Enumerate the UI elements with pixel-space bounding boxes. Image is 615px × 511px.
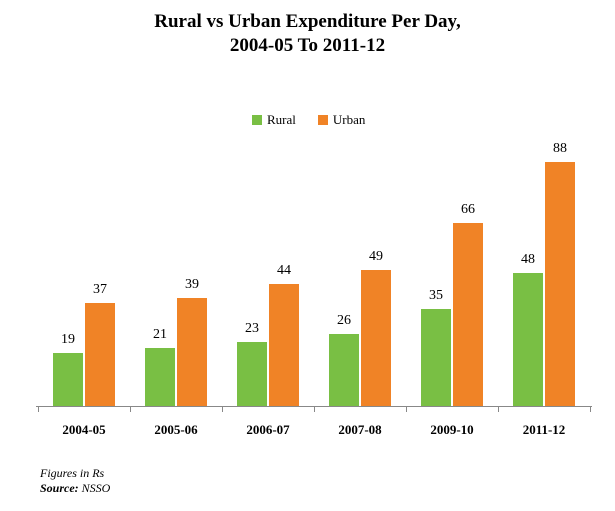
bar-urban: [361, 270, 391, 406]
bar-value-label: 39: [177, 277, 207, 293]
axis-tick: [38, 406, 39, 412]
source-label: Source:: [40, 481, 79, 495]
axis-tick: [222, 406, 223, 412]
footnote: Figures in Rs Source: NSSO: [40, 466, 110, 496]
bar-urban: [545, 162, 575, 406]
bar-value-label: 35: [421, 288, 451, 304]
bar-value-label: 48: [513, 252, 543, 268]
bar-group: 21 39: [130, 140, 222, 406]
bar-value-label: 49: [361, 249, 391, 265]
bar-value-label: 26: [329, 313, 359, 329]
bar-urban: [85, 303, 115, 406]
axis-tick: [498, 406, 499, 412]
legend-label: Rural: [267, 112, 296, 128]
axis-tick: [314, 406, 315, 412]
legend-label: Urban: [333, 112, 366, 128]
plot-area: 193721392344264935664888: [36, 140, 592, 407]
legend-swatch: [252, 115, 262, 125]
bar-value-label: 37: [85, 282, 115, 298]
source-value: NSSO: [82, 481, 111, 495]
x-axis-label: 2006-07: [222, 422, 314, 438]
legend-item: Rural: [252, 112, 296, 128]
axis-tick: [130, 406, 131, 412]
bar-rural: [513, 273, 543, 406]
bar-urban: [177, 298, 207, 406]
bar-group: 35 66: [406, 140, 498, 406]
source-line: Source: NSSO: [40, 481, 110, 496]
bar-group: 48 88: [498, 140, 590, 406]
bar-value-label: 66: [453, 202, 483, 218]
x-axis-label: 2009-10: [406, 422, 498, 438]
chart-container: Rural vs Urban Expenditure Per Day, 2004…: [0, 0, 615, 511]
bar-rural: [329, 334, 359, 406]
axis-tick: [590, 406, 591, 412]
bar-rural: [145, 348, 175, 406]
x-axis-label: 2005-06: [130, 422, 222, 438]
legend-swatch: [318, 115, 328, 125]
bar-value-label: 44: [269, 263, 299, 279]
figures-note: Figures in Rs: [40, 466, 110, 481]
legend: Rural Urban: [252, 112, 365, 128]
legend-item: Urban: [318, 112, 366, 128]
x-axis-label: 2011-12: [498, 422, 590, 438]
chart-title: Rural vs Urban Expenditure Per Day, 2004…: [0, 0, 615, 58]
bar-urban: [453, 223, 483, 406]
axis-tick: [406, 406, 407, 412]
bar-urban: [269, 284, 299, 406]
bar-value-label: 19: [53, 332, 83, 348]
bar-value-label: 21: [145, 327, 175, 343]
title-line-1: Rural vs Urban Expenditure Per Day,: [0, 10, 615, 34]
bar-value-label: 23: [237, 321, 267, 337]
x-axis-label: 2004-05: [38, 422, 130, 438]
bar-value-label: 88: [545, 141, 575, 157]
bar-rural: [237, 342, 267, 406]
bar-group: 26 49: [314, 140, 406, 406]
bar-rural: [421, 309, 451, 406]
title-line-2: 2004-05 To 2011-12: [0, 34, 615, 58]
bar-group: 1937: [38, 140, 130, 406]
bar-group: 23 44: [222, 140, 314, 406]
x-axis-label: 2007-08: [314, 422, 406, 438]
bar-rural: [53, 353, 83, 406]
